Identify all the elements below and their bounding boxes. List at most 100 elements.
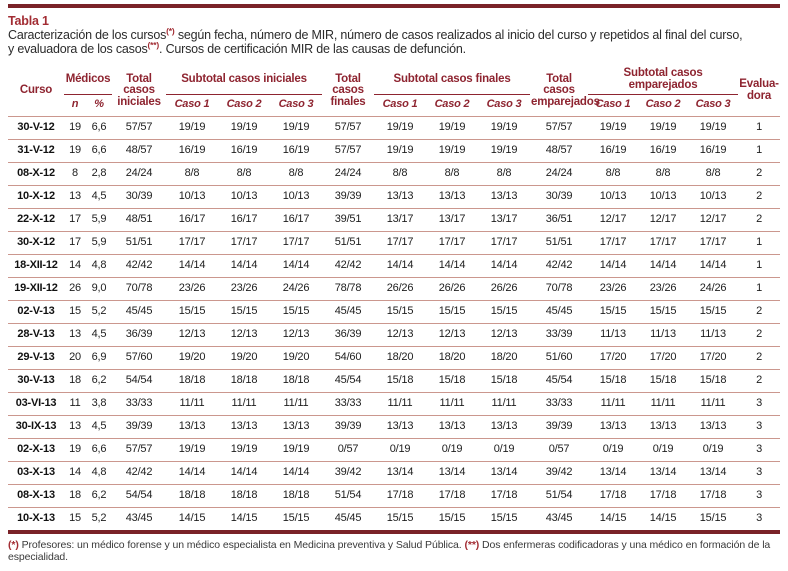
iniciales-caso2-cell: 18/18 bbox=[218, 368, 270, 392]
total-casos-iniciales-cell: 42/42 bbox=[112, 460, 166, 484]
finales-caso1-cell: 11/11 bbox=[374, 391, 426, 415]
iniciales-caso1-cell: 8/8 bbox=[166, 161, 218, 185]
iniciales-caso2-cell: 17/17 bbox=[218, 230, 270, 254]
table-row: 30-X-12 17 5,9 51/51 17/17 17/17 17/17 51/51 17/… bbox=[8, 230, 781, 254]
iniciales-caso1-cell: 19/20 bbox=[166, 345, 218, 369]
emparejados-caso1-cell: 13/14 bbox=[588, 460, 639, 484]
header-evaluadora: Evalua- dora bbox=[739, 78, 779, 102]
iniciales-caso3-cell: 18/18 bbox=[270, 483, 322, 507]
finales-caso3-cell: 15/18 bbox=[478, 368, 531, 392]
total-casos-finales-cell: 24/24 bbox=[322, 161, 374, 185]
finales-caso1-cell: 13/13 bbox=[374, 414, 426, 438]
caption-line-1: Caracterización de los cursos(*) según f… bbox=[8, 25, 743, 42]
finales-caso2-cell: 15/15 bbox=[426, 299, 478, 323]
medicos-n-cell: 19 bbox=[64, 115, 86, 139]
finales-caso1-cell: 26/26 bbox=[374, 276, 426, 300]
iniciales-caso2-cell: 19/19 bbox=[218, 115, 270, 139]
table-row: 18-XII-12 14 4,8 42/42 14/14 14/14 14/14 42/42 1… bbox=[8, 253, 781, 277]
emparejados-caso2-cell: 13/14 bbox=[638, 460, 689, 484]
medicos-pct-cell: 5,2 bbox=[86, 299, 112, 323]
iniciales-caso3-cell: 14/14 bbox=[270, 253, 322, 277]
medicos-n-cell: 26 bbox=[64, 276, 86, 300]
curso-cell: 30-IX-13 bbox=[8, 414, 64, 438]
footnote-text-1: Profesores: un médico forense y un médic… bbox=[18, 538, 465, 551]
evaluadora-cell: 2 bbox=[738, 184, 781, 208]
table-row: 02-V-13 15 5,2 45/45 15/15 15/15 15/15 45/45 15/… bbox=[8, 299, 781, 323]
total-casos-iniciales-cell: 70/78 bbox=[112, 276, 166, 300]
emparejados-caso1-cell: 17/17 bbox=[588, 230, 639, 254]
iniciales-caso2-cell: 13/13 bbox=[218, 414, 270, 438]
emparejados-caso3-cell: 17/17 bbox=[688, 230, 739, 254]
total-casos-emparejados-cell: 39/42 bbox=[530, 460, 589, 484]
curso-cell: 03-X-13 bbox=[8, 460, 64, 484]
iniciales-caso3-cell: 12/13 bbox=[270, 322, 322, 346]
total-casos-finales-cell: 57/57 bbox=[322, 138, 374, 162]
total-casos-iniciales-cell: 57/57 bbox=[112, 437, 166, 461]
total-casos-finales-cell: 57/57 bbox=[322, 115, 374, 139]
medicos-pct-cell: 5,9 bbox=[86, 230, 112, 254]
iniciales-caso2-cell: 15/15 bbox=[218, 299, 270, 323]
finales-caso1-cell: 17/17 bbox=[374, 230, 426, 254]
finales-caso3-cell: 13/13 bbox=[478, 414, 531, 438]
curso-cell: 30-X-12 bbox=[8, 230, 64, 254]
iniciales-caso3-cell: 16/19 bbox=[270, 138, 322, 162]
iniciales-caso1-cell: 10/13 bbox=[166, 184, 218, 208]
iniciales-caso1-cell: 14/15 bbox=[166, 506, 218, 530]
emparejados-caso3-cell: 14/14 bbox=[688, 253, 739, 277]
subheader-finales-caso1: Caso 1 bbox=[382, 98, 418, 110]
medicos-pct-cell: 6,6 bbox=[86, 115, 112, 139]
finales-caso3-cell: 13/14 bbox=[478, 460, 531, 484]
total-casos-emparejados-cell: 39/39 bbox=[530, 414, 589, 438]
table-body: 30-V-12 19 6,6 57/57 19/19 19/19 19/19 57/57 19/… bbox=[8, 115, 781, 530]
total-casos-finales-cell: 54/60 bbox=[322, 345, 374, 369]
total-casos-iniciales-cell: 54/54 bbox=[112, 483, 166, 507]
emparejados-caso2-cell: 0/19 bbox=[638, 437, 689, 461]
emparejados-caso1-cell: 13/13 bbox=[588, 414, 639, 438]
evaluadora-cell: 2 bbox=[738, 299, 781, 323]
emparejados-caso2-cell: 12/17 bbox=[638, 207, 689, 231]
finales-caso1-cell: 17/18 bbox=[374, 483, 426, 507]
total-casos-finales-cell: 36/39 bbox=[322, 322, 374, 346]
total-casos-emparejados-cell: 42/42 bbox=[530, 253, 589, 277]
finales-caso1-cell: 15/15 bbox=[374, 299, 426, 323]
finales-caso1-cell: 14/14 bbox=[374, 253, 426, 277]
curso-cell: 22-X-12 bbox=[8, 207, 64, 231]
finales-caso3-cell: 15/15 bbox=[478, 506, 531, 530]
header-subtotal-casos-emparejados: Subtotal casos emparejados bbox=[588, 66, 739, 95]
finales-caso2-cell: 0/19 bbox=[426, 437, 478, 461]
table-row: 10-X-13 15 5,2 43/45 14/15 14/15 15/15 45/45 15/… bbox=[8, 506, 781, 530]
emparejados-caso3-cell: 11/11 bbox=[688, 391, 739, 415]
medicos-pct-cell: 9,0 bbox=[86, 276, 112, 300]
table-row: 03-VI-13 11 3,8 33/33 11/11 11/11 11/11 33/33 11… bbox=[8, 391, 781, 415]
emparejados-caso1-cell: 8/8 bbox=[588, 161, 639, 185]
curso-cell: 08-X-13 bbox=[8, 483, 64, 507]
evaluadora-cell: 2 bbox=[738, 322, 781, 346]
finales-caso3-cell: 15/15 bbox=[478, 299, 531, 323]
medicos-pct-cell: 5,9 bbox=[86, 207, 112, 231]
total-casos-emparejados-cell: 33/39 bbox=[530, 322, 589, 346]
evaluadora-cell: 3 bbox=[738, 506, 781, 530]
finales-caso3-cell: 17/18 bbox=[478, 483, 531, 507]
emparejados-caso3-cell: 17/18 bbox=[688, 483, 739, 507]
finales-caso1-cell: 15/15 bbox=[374, 506, 426, 530]
subheader-emparejados-caso2: Caso 2 bbox=[645, 98, 681, 110]
total-casos-iniciales-cell: 54/54 bbox=[112, 368, 166, 392]
total-casos-emparejados-cell: 51/51 bbox=[530, 230, 589, 254]
finales-caso3-cell: 8/8 bbox=[478, 161, 531, 185]
medicos-pct-cell: 3,8 bbox=[86, 391, 112, 415]
iniciales-caso2-cell: 16/19 bbox=[218, 138, 270, 162]
medicos-n-cell: 15 bbox=[64, 299, 86, 323]
iniciales-caso1-cell: 13/13 bbox=[166, 414, 218, 438]
top-rule bbox=[8, 4, 780, 8]
finales-caso3-cell: 0/19 bbox=[478, 437, 531, 461]
finales-caso2-cell: 13/13 bbox=[426, 414, 478, 438]
iniciales-caso2-cell: 19/20 bbox=[218, 345, 270, 369]
table-row: 31-V-12 19 6,6 48/57 16/19 16/19 16/19 57/57 19/… bbox=[8, 138, 781, 162]
finales-caso3-cell: 19/19 bbox=[478, 115, 531, 139]
finales-caso2-cell: 17/17 bbox=[426, 230, 478, 254]
emparejados-caso1-cell: 23/26 bbox=[588, 276, 639, 300]
iniciales-caso2-cell: 14/15 bbox=[218, 506, 270, 530]
total-casos-iniciales-cell: 24/24 bbox=[112, 161, 166, 185]
evaluadora-cell: 2 bbox=[738, 207, 781, 231]
